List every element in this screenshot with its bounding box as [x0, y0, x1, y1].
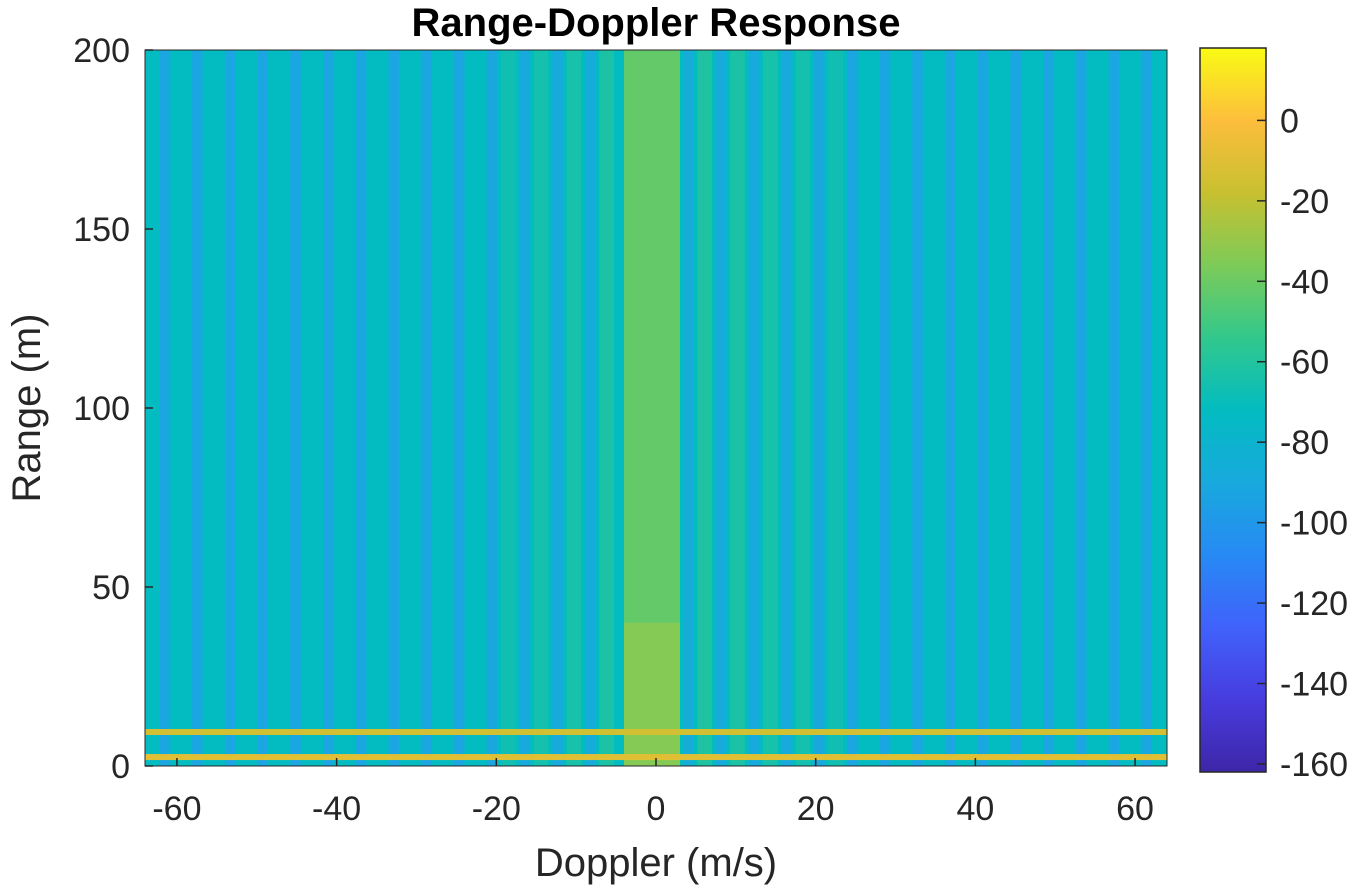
doppler-side-band — [697, 50, 713, 766]
doppler-stripe — [781, 50, 792, 766]
doppler-stripe — [977, 50, 989, 766]
doppler-stripe — [1108, 50, 1120, 766]
doppler-stripe — [814, 50, 825, 766]
x-axis-label: Doppler (m/s) — [535, 841, 777, 885]
doppler-stripe — [683, 50, 694, 766]
doppler-side-band — [795, 50, 811, 766]
colorbar-tick-label: -140 — [1280, 666, 1348, 704]
doppler-side-band — [599, 50, 614, 766]
doppler-stripe — [1010, 50, 1022, 766]
bright-range-line — [145, 754, 1167, 761]
x-axis-ticks: -60 -40 -20 0 20 40 60 — [152, 758, 1154, 828]
doppler-stripe — [421, 50, 432, 766]
doppler-stripe — [388, 50, 400, 766]
doppler-stripe — [519, 50, 530, 766]
chart-title: Range-Doppler Response — [412, 1, 901, 45]
doppler-stripe — [257, 50, 269, 766]
doppler-stripe — [454, 50, 465, 766]
colorbar-gradient — [1199, 47, 1267, 773]
doppler-side-band — [533, 50, 549, 766]
doppler-stripe — [912, 50, 923, 766]
x-tick-label: -60 — [152, 790, 201, 828]
doppler-stripe — [1076, 50, 1087, 766]
y-tick-label: 100 — [73, 390, 130, 428]
doppler-stripe — [355, 50, 367, 766]
heatmap-cells — [145, 50, 1167, 766]
center-doppler-band-low — [624, 622, 680, 766]
doppler-stripe — [715, 50, 727, 766]
heatmap-plot-area — [144, 49, 1168, 767]
doppler-stripe — [748, 50, 760, 766]
x-tick-label: 0 — [647, 790, 666, 828]
doppler-stripe — [584, 50, 596, 766]
colorbar: 0 -20 -40 -60 -80 -100 -120 -140 -160 — [1199, 47, 1348, 784]
colorbar-tick-label: -120 — [1280, 585, 1348, 623]
doppler-side-band — [762, 50, 778, 766]
colorbar-tick-label: -60 — [1280, 344, 1329, 382]
colorbar-tick-label: 0 — [1280, 102, 1299, 140]
colorbar-tick-label: -40 — [1280, 263, 1329, 301]
doppler-side-band — [501, 50, 516, 766]
y-tick-label: 50 — [92, 569, 130, 607]
doppler-stripe — [290, 50, 301, 766]
colorbar-tick-label: -20 — [1280, 183, 1329, 221]
y-axis-ticks: 0 50 100 150 200 — [73, 32, 153, 786]
x-tick-label: -40 — [312, 790, 361, 828]
doppler-side-band — [730, 50, 745, 766]
colorbar-tick-label: -80 — [1280, 424, 1329, 462]
doppler-stripe — [159, 50, 170, 766]
colorbar-tick-label: -100 — [1280, 505, 1348, 543]
doppler-stripe — [486, 50, 498, 766]
doppler-stripe — [192, 50, 203, 766]
colorbar-ticks: 0 -20 -40 -60 -80 -100 -120 -140 -160 — [1257, 102, 1348, 784]
y-axis-label: Range (m) — [5, 314, 49, 503]
doppler-stripe — [224, 50, 236, 766]
doppler-side-band — [828, 50, 844, 766]
doppler-stripe — [552, 50, 563, 766]
x-tick-label: 60 — [1116, 790, 1154, 828]
x-tick-label: 20 — [797, 790, 835, 828]
colorbar-tick-label: -160 — [1280, 746, 1348, 784]
doppler-stripe — [323, 50, 334, 766]
x-tick-label: 40 — [956, 790, 994, 828]
bright-range-line — [145, 728, 1167, 735]
doppler-side-band — [566, 50, 582, 766]
doppler-stripe — [1043, 50, 1054, 766]
x-tick-label: -20 — [472, 790, 521, 828]
doppler-stripe — [945, 50, 956, 766]
doppler-stripe — [879, 50, 891, 766]
y-tick-label: 200 — [73, 32, 130, 70]
doppler-stripe — [846, 50, 858, 766]
doppler-stripe — [1141, 50, 1152, 766]
y-tick-label: 150 — [73, 211, 130, 249]
y-tick-label: 0 — [111, 748, 130, 786]
